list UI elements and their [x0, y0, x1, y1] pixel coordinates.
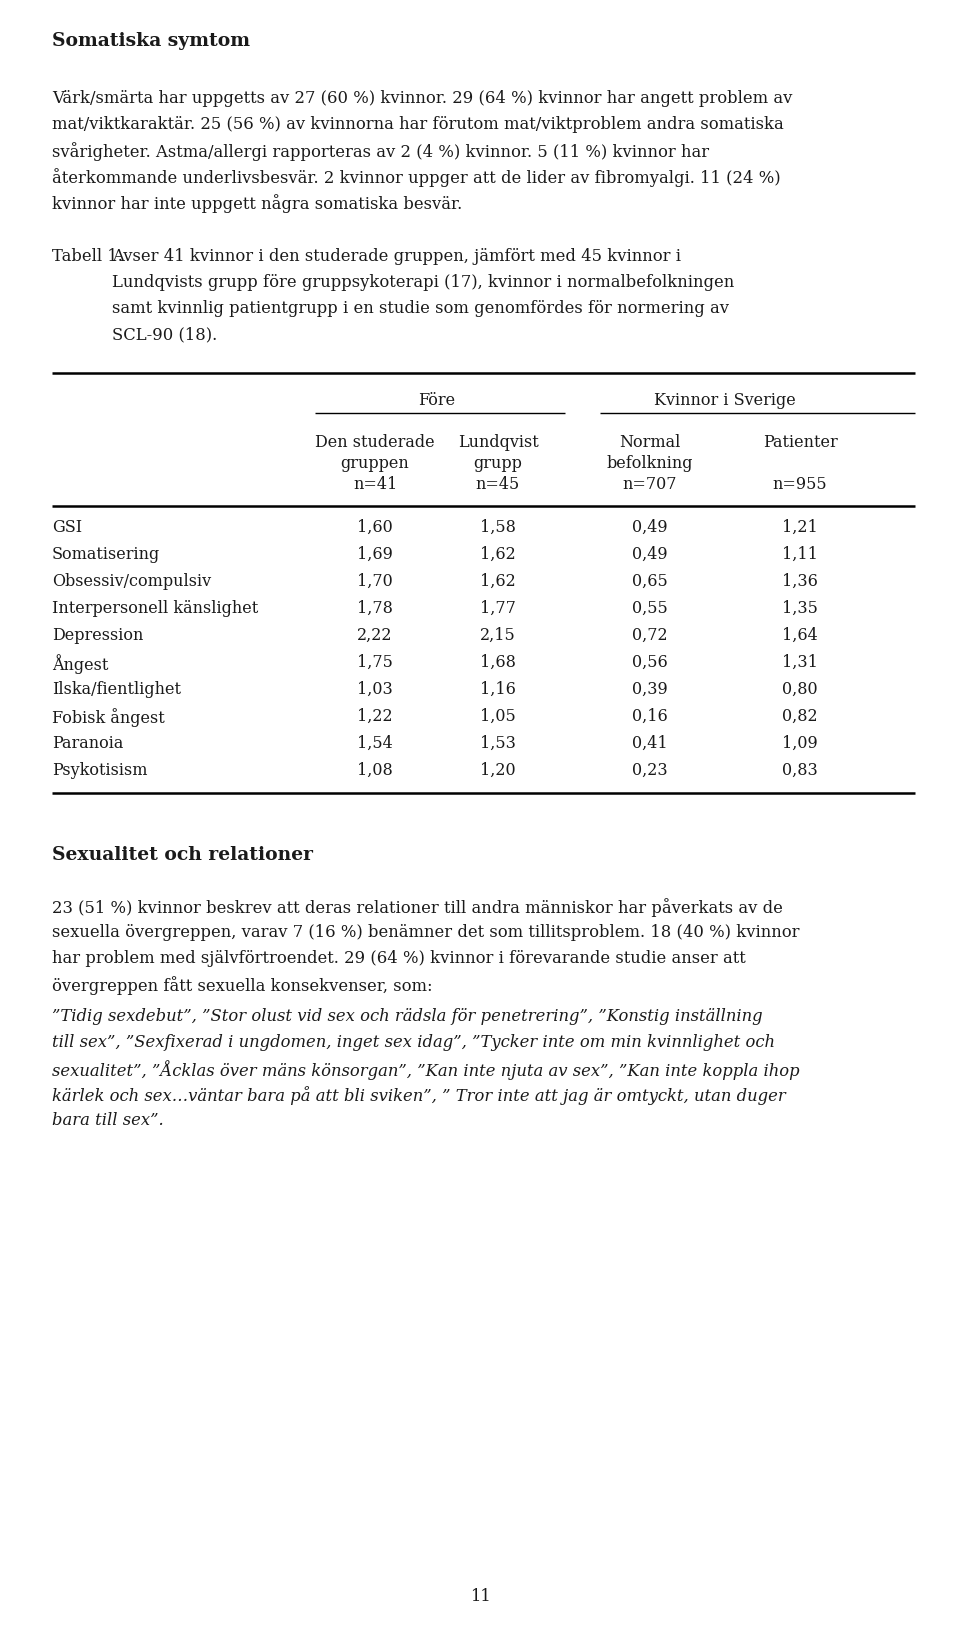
Text: Värk/smärta har uppgetts av 27 (60 %) kvinnor. 29 (64 %) kvinnor har angett prob: Värk/smärta har uppgetts av 27 (60 %) kv…: [52, 90, 792, 108]
Text: 1,62: 1,62: [480, 545, 516, 563]
Text: 0,39: 0,39: [632, 681, 668, 697]
Text: 23 (51 %) kvinnor beskrev att deras relationer till andra människor har påverkat: 23 (51 %) kvinnor beskrev att deras rela…: [52, 898, 782, 916]
Text: gruppen: gruppen: [341, 455, 409, 472]
Text: n=955: n=955: [773, 475, 828, 493]
Text: Före: Före: [418, 392, 455, 408]
Text: ”Tidig sexdebut”, ”Stor olust vid sex och rädsla för penetrering”, ”Konstig inst: ”Tidig sexdebut”, ”Stor olust vid sex oc…: [52, 1007, 762, 1025]
Text: Den studerade: Den studerade: [315, 434, 435, 450]
Text: Avser 41 kvinnor i den studerade gruppen, jämfört med 45 kvinnor i: Avser 41 kvinnor i den studerade gruppen…: [112, 248, 681, 264]
Text: Somatisering: Somatisering: [52, 545, 160, 563]
Text: Fobisk ångest: Fobisk ångest: [52, 708, 165, 726]
Text: n=41: n=41: [353, 475, 397, 493]
Text: 1,31: 1,31: [782, 653, 818, 671]
Text: 0,56: 0,56: [632, 653, 668, 671]
Text: till sex”, ”Sexfixerad i ungdomen, inget sex idag”, ”Tycker inte om min kvinnlig: till sex”, ”Sexfixerad i ungdomen, inget…: [52, 1033, 775, 1051]
Text: 1,68: 1,68: [480, 653, 516, 671]
Text: n=707: n=707: [623, 475, 677, 493]
Text: 1,77: 1,77: [480, 599, 516, 617]
Text: 1,09: 1,09: [782, 734, 818, 752]
Text: SCL-90 (18).: SCL-90 (18).: [112, 326, 217, 343]
Text: Psykotisism: Psykotisism: [52, 762, 148, 778]
Text: 1,16: 1,16: [480, 681, 516, 697]
Text: 1,75: 1,75: [357, 653, 393, 671]
Text: 1,35: 1,35: [782, 599, 818, 617]
Text: Normal: Normal: [619, 434, 681, 450]
Text: 1,64: 1,64: [782, 627, 818, 643]
Text: 0,16: 0,16: [632, 708, 668, 725]
Text: Ilska/fientlighet: Ilska/fientlighet: [52, 681, 181, 697]
Text: befolkning: befolkning: [607, 455, 693, 472]
Text: Obsessiv/compulsiv: Obsessiv/compulsiv: [52, 573, 211, 589]
Text: 1,11: 1,11: [782, 545, 818, 563]
Text: sexuella övergreppen, varav 7 (16 %) benämner det som tillitsproblem. 18 (40 %) : sexuella övergreppen, varav 7 (16 %) ben…: [52, 924, 800, 940]
Text: 0,72: 0,72: [633, 627, 668, 643]
Text: 0,55: 0,55: [632, 599, 668, 617]
Text: 1,78: 1,78: [357, 599, 393, 617]
Text: 1,54: 1,54: [357, 734, 393, 752]
Text: Lundqvists grupp före gruppsykoterapi (17), kvinnor i normalbefolkningen: Lundqvists grupp före gruppsykoterapi (1…: [112, 274, 734, 290]
Text: kvinnor har inte uppgett några somatiska besvär.: kvinnor har inte uppgett några somatiska…: [52, 194, 463, 212]
Text: 0,83: 0,83: [782, 762, 818, 778]
Text: svårigheter. Astma/allergi rapporteras av 2 (4 %) kvinnor. 5 (11 %) kvinnor har: svårigheter. Astma/allergi rapporteras a…: [52, 142, 709, 162]
Text: 0,65: 0,65: [632, 573, 668, 589]
Text: Kvinnor i Sverige: Kvinnor i Sverige: [654, 392, 796, 408]
Text: 2,15: 2,15: [480, 627, 516, 643]
Text: 1,69: 1,69: [357, 545, 393, 563]
Text: Interpersonell känslighet: Interpersonell känslighet: [52, 599, 258, 617]
Text: kärlek och sex…väntar bara på att bli sviken”, ” Tror inte att jag är omtyckt, u: kärlek och sex…väntar bara på att bli sv…: [52, 1085, 785, 1105]
Text: 1,21: 1,21: [782, 519, 818, 535]
Text: Depression: Depression: [52, 627, 143, 643]
Text: 1,05: 1,05: [480, 708, 516, 725]
Text: Lundqvist: Lundqvist: [458, 434, 539, 450]
Text: Somatiska symtom: Somatiska symtom: [52, 33, 250, 51]
Text: Tabell 1.: Tabell 1.: [52, 248, 123, 264]
Text: övergreppen fått sexuella konsekvenser, som:: övergreppen fått sexuella konsekvenser, …: [52, 976, 433, 994]
Text: 1,70: 1,70: [357, 573, 393, 589]
Text: 1,03: 1,03: [357, 681, 393, 697]
Text: 11: 11: [469, 1586, 491, 1604]
Text: Patienter: Patienter: [762, 434, 837, 450]
Text: 1,62: 1,62: [480, 573, 516, 589]
Text: 1,22: 1,22: [357, 708, 393, 725]
Text: Ångest: Ångest: [52, 653, 108, 674]
Text: 2,22: 2,22: [357, 627, 393, 643]
Text: 0,49: 0,49: [633, 545, 668, 563]
Text: samt kvinnlig patientgrupp i en studie som genomfördes för normering av: samt kvinnlig patientgrupp i en studie s…: [112, 300, 729, 317]
Text: 0,82: 0,82: [782, 708, 818, 725]
Text: 1,08: 1,08: [357, 762, 393, 778]
Text: har problem med självförtroendet. 29 (64 %) kvinnor i förevarande studie anser a: har problem med självförtroendet. 29 (64…: [52, 950, 746, 966]
Text: sexualitet”, ”Åcklas över mäns könsorgan”, ”Kan inte njuta av sex”, ”Kan inte ko: sexualitet”, ”Åcklas över mäns könsorgan…: [52, 1059, 800, 1079]
Text: 1,20: 1,20: [480, 762, 516, 778]
Text: 0,80: 0,80: [782, 681, 818, 697]
Text: 1,60: 1,60: [357, 519, 393, 535]
Text: mat/viktkaraktär. 25 (56 %) av kvinnorna har förutom mat/viktproblem andra somat: mat/viktkaraktär. 25 (56 %) av kvinnorna…: [52, 116, 783, 132]
Text: grupp: grupp: [473, 455, 522, 472]
Text: 1,53: 1,53: [480, 734, 516, 752]
Text: återkommande underlivsbesvär. 2 kvinnor uppger att de lider av fibromyalgi. 11 (: återkommande underlivsbesvär. 2 kvinnor …: [52, 168, 780, 186]
Text: 0,23: 0,23: [633, 762, 668, 778]
Text: 0,49: 0,49: [633, 519, 668, 535]
Text: 1,58: 1,58: [480, 519, 516, 535]
Text: 0,41: 0,41: [633, 734, 668, 752]
Text: Paranoia: Paranoia: [52, 734, 124, 752]
Text: 1,36: 1,36: [782, 573, 818, 589]
Text: n=45: n=45: [476, 475, 520, 493]
Text: Sexualitet och relationer: Sexualitet och relationer: [52, 845, 313, 863]
Text: bara till sex”.: bara till sex”.: [52, 1111, 164, 1128]
Text: GSI: GSI: [52, 519, 83, 535]
